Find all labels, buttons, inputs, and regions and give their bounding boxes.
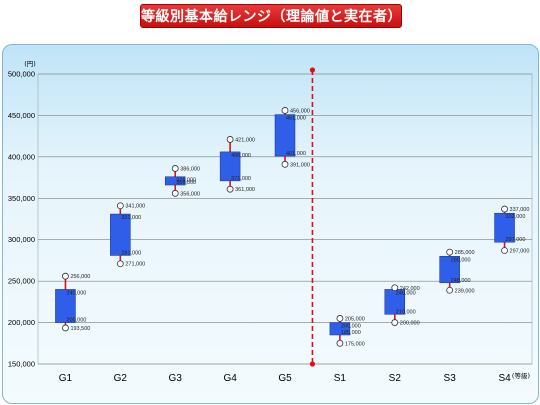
max-marker	[446, 248, 454, 256]
group-divider-top-dot	[309, 67, 316, 73]
y-tick-label: 300,000	[8, 235, 35, 244]
chart-panel	[2, 44, 539, 404]
box-high-label: 376,000	[176, 178, 196, 184]
y-unit-label: (円)	[24, 60, 36, 68]
y-tick-label: 150,000	[8, 360, 35, 369]
box-high-label: 332,000	[506, 214, 526, 220]
max-marker	[171, 165, 179, 172]
min-value-label: 297,000	[510, 248, 530, 254]
chart-title: 等級別基本給レンジ（理論値と実在者）	[140, 4, 402, 28]
min-value-label: 271,000	[125, 262, 145, 268]
max-marker	[62, 272, 69, 280]
x-tick-label: G5	[278, 373, 292, 384]
box-low-label: 281,000	[121, 250, 141, 256]
min-marker	[62, 324, 69, 332]
x-tick-label: S3	[444, 373, 457, 384]
min-value-label: 239,000	[455, 288, 475, 294]
y-tick-label: 200,000	[8, 318, 35, 327]
range-box	[55, 289, 76, 323]
x-tick-label: G1	[59, 373, 73, 384]
box-high-label: 451,000	[286, 116, 306, 122]
y-tick-label: 450,000	[8, 111, 35, 120]
max-value-label: 205,000	[345, 316, 365, 322]
range-box	[164, 176, 186, 186]
max-marker	[226, 136, 234, 143]
max-value-label: 386,000	[180, 166, 200, 172]
y-tick-label: 350,000	[8, 194, 35, 203]
max-marker	[391, 284, 399, 292]
min-value-label: 391,000	[290, 162, 310, 168]
y-tick-label: 500,000	[8, 70, 35, 79]
min-marker	[336, 339, 344, 347]
box-low-label: 297,000	[506, 237, 526, 243]
box-low-label: 210,000	[396, 309, 416, 315]
box-low-label: 248,000	[451, 278, 471, 284]
max-marker	[336, 315, 344, 322]
max-value-label: 421,000	[235, 137, 255, 143]
max-value-label: 285,000	[455, 250, 475, 256]
range-box	[494, 212, 515, 243]
box-high-label: 406,000	[231, 153, 251, 159]
box-high-label: 331,000	[121, 215, 141, 221]
box-high-label: 200,000	[341, 324, 361, 330]
range-box	[329, 322, 351, 336]
max-marker	[281, 107, 289, 114]
min-marker	[116, 260, 124, 268]
min-marker	[446, 286, 454, 294]
box-low-label: 366,000	[176, 180, 196, 186]
box-low-label: 200,000	[66, 318, 86, 324]
group-divider-bottom-dot	[309, 361, 316, 367]
x-tick-label: S1	[334, 373, 347, 384]
range-box	[110, 213, 131, 256]
min-marker	[281, 160, 289, 168]
box-high-label: 240,000	[66, 290, 86, 296]
x-tick-label: G4	[223, 373, 237, 384]
min-marker	[171, 189, 179, 197]
max-value-label: 242,000	[400, 286, 420, 292]
min-value-label: 200,000	[400, 321, 420, 327]
min-marker	[391, 319, 399, 326]
max-marker	[501, 205, 508, 213]
range-box	[219, 151, 241, 182]
min-marker	[501, 247, 508, 254]
min-value-label: 356,000	[180, 191, 200, 197]
max-value-label: 337,000	[510, 207, 530, 213]
min-value-label: 175,000	[345, 341, 365, 347]
min-marker	[226, 185, 234, 193]
y-tick-label: 400,000	[8, 152, 35, 161]
x-tick-label: S4	[498, 373, 511, 384]
box-low-label: 401,000	[286, 151, 306, 157]
x-tick-label: S2	[389, 373, 402, 384]
box-low-label: 185,000	[341, 330, 361, 336]
box-high-label: 280,000	[451, 257, 471, 263]
min-value-label: 361,000	[235, 187, 255, 193]
box-low-label: 371,000	[231, 176, 251, 182]
max-value-label: 341,000	[125, 204, 145, 210]
min-value-label: 193,500	[70, 326, 90, 332]
range-box	[274, 114, 296, 157]
max-value-label: 256,000	[70, 274, 90, 280]
y-tick-label: 250,000	[8, 277, 35, 286]
range-box	[439, 256, 460, 284]
box-high-label: 240,000	[396, 290, 416, 296]
x-tick-label: G3	[169, 373, 183, 384]
max-marker	[116, 202, 124, 210]
max-value-label: 456,000	[290, 108, 310, 114]
x-tick-label: G2	[114, 373, 128, 384]
x-unit-label: (等級)	[512, 371, 530, 380]
